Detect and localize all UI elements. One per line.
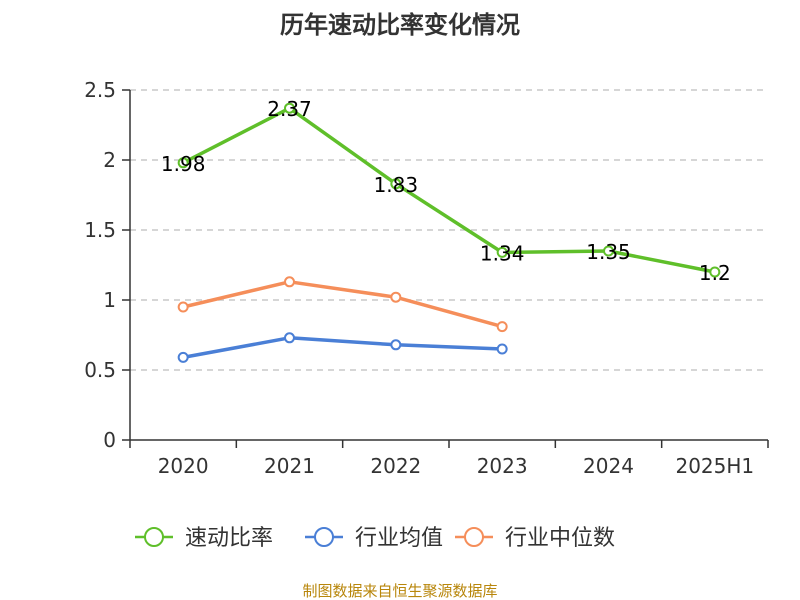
x-tick-label: 2020 [158, 454, 209, 478]
legend-item-0[interactable]: 速动比率 [135, 526, 273, 551]
data-point[interactable] [496, 246, 508, 258]
legend-label: 行业均值 [355, 526, 443, 551]
data-point[interactable] [177, 157, 189, 169]
chart-title: 历年速动比率变化情况 [280, 11, 520, 39]
series-layer: 1.98 2.37 1.83 1.34 1.35 1.2 [161, 97, 731, 363]
series-line [182, 280, 503, 329]
data-label: 1.35 [586, 240, 631, 264]
data-point[interactable] [709, 266, 721, 278]
data-label: 1.83 [374, 173, 419, 197]
data-label: 2.37 [267, 97, 312, 121]
series-2 [177, 276, 508, 333]
data-point[interactable] [390, 178, 402, 190]
legend-item-1[interactable]: 行业均值 [305, 526, 443, 551]
x-tick-label: 2024 [583, 454, 634, 478]
source-note: 制图数据来自恒生聚源数据库 [302, 582, 497, 600]
data-point[interactable] [390, 339, 402, 351]
data-point[interactable] [496, 343, 508, 355]
series-line [182, 106, 716, 274]
legend-swatch-marker [314, 527, 334, 547]
data-point[interactable] [177, 301, 189, 313]
legend[interactable]: 速动比率 行业均值 行业中位数 [135, 526, 615, 551]
data-point[interactable] [603, 245, 614, 257]
data-label: 1.34 [480, 241, 525, 265]
data-point[interactable] [284, 276, 295, 288]
y-tick-label: 2 [103, 148, 116, 172]
data-label: 1.2 [699, 261, 731, 285]
y-tick-label: 0 [103, 428, 116, 452]
y-tick-label: 1 [103, 288, 116, 312]
legend-swatch-marker [464, 527, 484, 547]
data-point[interactable] [284, 332, 295, 344]
x-tick-label: 2021 [264, 454, 315, 478]
x-tick-label: 2022 [370, 454, 421, 478]
legend-label: 行业中位数 [505, 526, 615, 551]
data-point[interactable] [177, 351, 189, 363]
data-point[interactable] [496, 321, 508, 333]
y-tick-label: 1.5 [84, 218, 116, 242]
data-point[interactable] [390, 291, 402, 303]
legend-item-2[interactable]: 行业中位数 [455, 526, 615, 551]
series-0: 1.98 2.37 1.83 1.34 1.35 1.2 [161, 97, 731, 285]
x-tick-label: 2023 [477, 454, 528, 478]
grid [130, 89, 768, 371]
data-label: 1.98 [161, 152, 206, 176]
data-point[interactable] [284, 102, 295, 114]
x-tick-label: 2025H1 [675, 454, 754, 478]
legend-swatch-marker [144, 527, 164, 547]
series-1 [177, 332, 508, 363]
axes: 0 0.5 1 1.5 2 2.5 2020 2021 2022 2023 2024 2025H1 [84, 78, 769, 478]
y-tick-label: 0.5 [84, 358, 116, 382]
y-tick-label: 2.5 [84, 78, 116, 102]
legend-label: 速动比率 [185, 526, 273, 551]
series-line [182, 336, 503, 360]
